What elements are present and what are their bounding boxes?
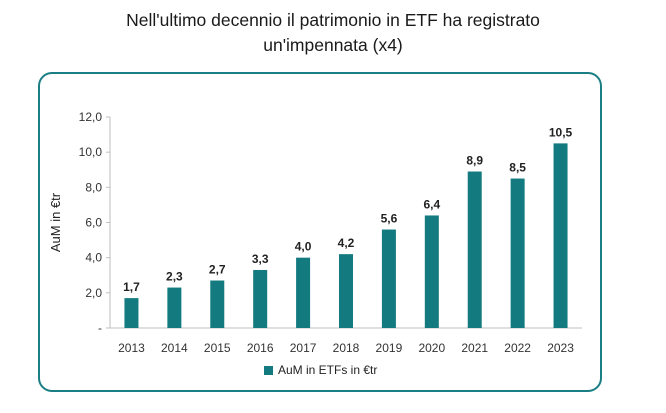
bar	[253, 269, 268, 328]
x-tick-label: 2021	[461, 341, 488, 355]
y-tick-label: 2,0	[85, 286, 102, 300]
data-label: 3,3	[252, 252, 269, 266]
y-tick-label: 8,0	[85, 180, 102, 194]
bar	[467, 171, 482, 328]
y-tick-label: 10,0	[79, 145, 103, 159]
bar	[167, 287, 182, 328]
data-label: 2,7	[209, 263, 226, 277]
chart-frame	[38, 72, 602, 392]
bar	[210, 280, 225, 328]
x-tick-label: 2015	[204, 341, 231, 355]
chart-title: Nell'ultimo decennio il patrimonio in ET…	[0, 8, 666, 58]
x-tick-label: 2018	[333, 341, 360, 355]
data-label: 2,3	[166, 270, 183, 284]
x-tick-label: 2016	[247, 341, 274, 355]
data-label: 6,4	[423, 197, 440, 211]
data-label: 8,9	[466, 154, 483, 168]
bar	[339, 254, 353, 328]
x-tick-label: 2014	[161, 341, 188, 355]
y-axis-title: AuM in €tr	[48, 192, 63, 252]
y-tick-label: -	[98, 321, 102, 335]
bar	[424, 215, 439, 328]
data-label: 10,5	[549, 125, 573, 139]
x-tick-label: 2022	[504, 341, 531, 355]
data-label: 1,7	[123, 280, 140, 294]
chart-title-line-1: Nell'ultimo decennio il patrimonio in ET…	[126, 10, 540, 30]
x-tick-label: 2023	[547, 341, 574, 355]
x-tick-label: 2013	[118, 341, 145, 355]
y-tick-label: 12,0	[79, 110, 103, 124]
x-tick-label: 2019	[376, 341, 403, 355]
data-label: 5,6	[381, 212, 398, 226]
legend-label: AuM in ETFs in €tr	[278, 363, 377, 377]
data-label: 4,2	[338, 236, 355, 250]
chart-title-line-2: un'impennata (x4)	[263, 35, 403, 55]
bar	[381, 229, 396, 328]
data-label: 8,5	[509, 161, 526, 175]
y-tick-label: 6,0	[85, 216, 102, 230]
x-tick-label: 2020	[418, 341, 445, 355]
legend-swatch	[264, 366, 273, 375]
y-tick-label: 4,0	[85, 251, 102, 265]
data-label: 4,0	[295, 240, 312, 254]
bar	[510, 178, 525, 328]
bar	[553, 143, 568, 328]
bar	[296, 257, 311, 328]
x-tick-label: 2017	[290, 341, 317, 355]
bar	[124, 298, 139, 328]
